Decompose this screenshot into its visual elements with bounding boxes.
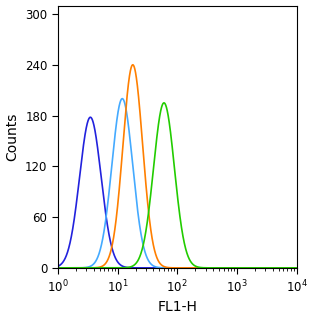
X-axis label: FL1-H: FL1-H [157, 300, 197, 315]
Y-axis label: Counts: Counts [6, 113, 19, 161]
